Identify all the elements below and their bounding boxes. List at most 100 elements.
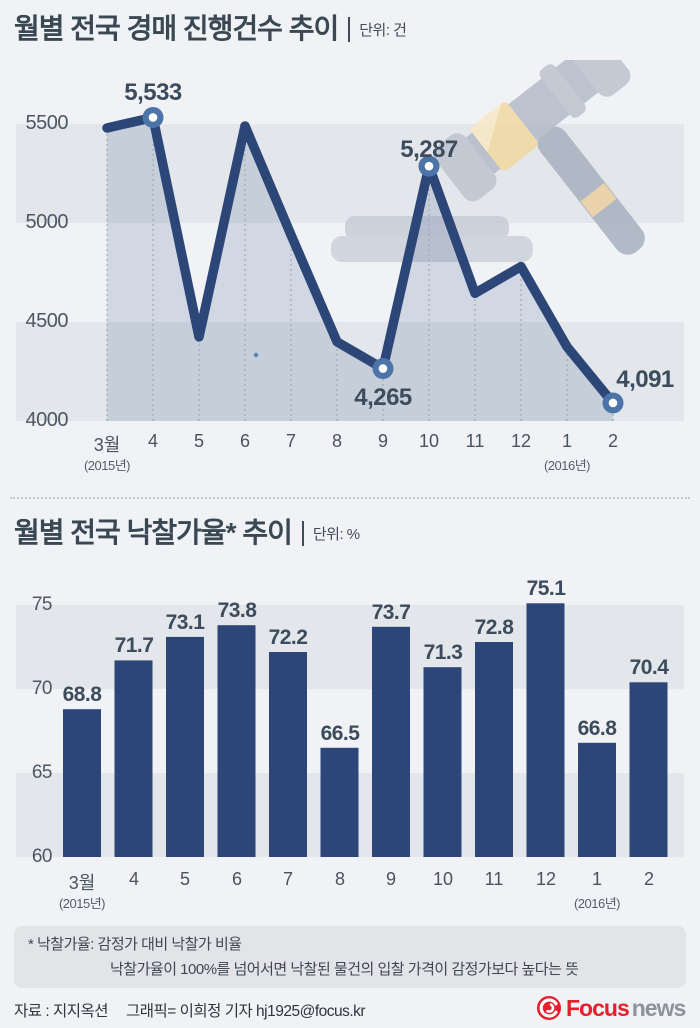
y-axis-tick-label: 4000 xyxy=(25,409,69,431)
bar-chart-title: 월별 전국 낙찰가율* 추이 xyxy=(14,517,293,548)
y-axis-tick-label: 60 xyxy=(31,846,53,867)
data-point-value-label: 4,265 xyxy=(354,384,412,411)
title-divider xyxy=(301,521,304,546)
x-axis-month-label: 9 xyxy=(385,869,396,889)
stray-dot xyxy=(253,352,259,358)
x-axis-month-label: 8 xyxy=(334,869,345,889)
bar xyxy=(320,747,359,857)
x-axis-year-note: (2016년) xyxy=(573,896,621,911)
section2-title-row: 월별 전국 낙찰가율* 추이 단위: % xyxy=(14,518,360,548)
bar-value-label: 73.1 xyxy=(165,611,205,634)
line-plot xyxy=(102,106,624,421)
y-axis-tick-label: 75 xyxy=(31,594,53,615)
x-axis-month-label: 2 xyxy=(607,431,618,451)
line-chart-title: 월별 전국 경매 진행건수 추이 xyxy=(14,13,339,44)
x-axis-month-label: 10 xyxy=(418,431,440,451)
focusnews-swirl-icon xyxy=(537,996,561,1020)
bar-value-label: 71.3 xyxy=(423,641,463,664)
bar-plot xyxy=(63,603,668,857)
y-axis-tick-label: 65 xyxy=(31,762,53,783)
x-axis-month-label: 6 xyxy=(239,431,250,451)
data-point-value-label: 5,533 xyxy=(124,79,182,106)
bar-value-label: 73.7 xyxy=(371,601,411,624)
x-axis-month-label: 4 xyxy=(147,431,158,451)
bar xyxy=(114,660,153,857)
footer-credit: 자료 : 지지옥션 그래픽= 이희정 기자 hj1925@focus.kr xyxy=(14,999,366,1021)
x-axis-month-label: 12 xyxy=(510,431,532,451)
footnote-box: * 낙찰가율: 감정가 대비 낙찰가 비율 낙찰가율이 100%를 넘어서면 낙… xyxy=(14,926,686,988)
data-point-marker-center xyxy=(378,364,388,373)
x-axis-month-label: 9 xyxy=(377,431,388,451)
bar-chart: 68.8 71.7 73.1 73.8 72.2 66.5 73.7 71.3 72.8 75.1… xyxy=(0,560,700,920)
grid-stripe xyxy=(16,322,684,421)
bar-value-label: 75.1 xyxy=(526,577,566,600)
bar-chart-canvas xyxy=(16,603,684,857)
bar xyxy=(166,636,204,857)
x-axis-month-label: 11 xyxy=(465,431,485,451)
x-axis-month-label: 7 xyxy=(282,869,293,889)
x-axis-year-note: (2015년) xyxy=(58,896,106,911)
x-axis-month-label: 12 xyxy=(535,869,557,889)
y-axis-tick-label: 5000 xyxy=(25,211,69,233)
y-axis-tick-label: 5500 xyxy=(25,112,69,134)
line-chart-canvas xyxy=(16,60,684,421)
data-point-value-label: 4,091 xyxy=(616,366,674,393)
bar xyxy=(578,742,616,857)
section1-title-row: 월별 전국 경매 진행건수 추이 단위: 건 xyxy=(14,14,407,44)
bar xyxy=(217,625,256,857)
focusnews-logo: Focus news xyxy=(536,993,687,1023)
x-axis-month-label: 10 xyxy=(432,869,454,889)
x-axis-month-label: 1 xyxy=(561,431,572,451)
x-axis-month-label: 3월 xyxy=(93,435,121,455)
bar xyxy=(63,709,101,857)
footnote-line2: 낙찰가율이 100%를 넘어서면 낙찰된 물건의 입찰 가격이 감정가보다 높다… xyxy=(110,961,579,978)
bar xyxy=(269,652,307,857)
bar-value-label: 72.8 xyxy=(474,616,514,639)
bar xyxy=(372,626,410,857)
y-axis-tick-label: 70 xyxy=(31,678,53,699)
bar-value-label: 71.7 xyxy=(114,634,154,657)
x-axis-month-label: 11 xyxy=(484,869,504,889)
line-series xyxy=(102,112,618,408)
bar xyxy=(423,667,462,857)
x-axis-month-label: 7 xyxy=(285,431,296,451)
bar-value-label: 73.8 xyxy=(217,599,257,622)
logo-focus-text: Focus xyxy=(566,994,630,1021)
x-axis-month-label: 8 xyxy=(331,431,342,451)
x-axis-year-note: (2015년) xyxy=(83,458,131,473)
data-point-marker-center xyxy=(148,113,158,122)
section-divider xyxy=(10,497,690,499)
x-axis-year-note: (2016년) xyxy=(543,458,591,473)
title-divider xyxy=(348,17,351,42)
bar-value-label: 68.8 xyxy=(62,683,102,706)
bar-value-label: 66.8 xyxy=(577,717,617,740)
graphic-credit: 그래픽= 이희정 기자 hj1925@focus.kr xyxy=(125,1003,366,1020)
logo-news-text: news xyxy=(631,994,687,1021)
data-point-marker-center xyxy=(608,398,618,408)
line-chart: 5500 5000 4500 4000 3월 4 5 6 7 8 9 10 11 12 1 2 (2015년)(… xyxy=(0,60,700,500)
data-point-marker-center xyxy=(424,161,434,171)
bar-chart-unit-label: 단위: % xyxy=(312,526,360,543)
x-axis-month-label: 5 xyxy=(179,869,190,889)
gavel-sound-block xyxy=(331,216,533,262)
data-point-value-label: 5,287 xyxy=(400,136,458,163)
footnote-line1: * 낙찰가율: 감정가 대비 낙찰가 비율 xyxy=(28,936,242,953)
bar xyxy=(526,603,565,857)
x-axis-month-label: 2 xyxy=(643,869,654,889)
bar xyxy=(475,642,513,857)
source-label: 자료 : 지지옥션 xyxy=(14,1003,108,1020)
gavel-head-and-handle xyxy=(433,60,645,255)
x-axis-month-label: 1 xyxy=(591,869,602,889)
bar-value-label: 72.2 xyxy=(268,626,308,649)
gavel-head xyxy=(442,60,622,192)
y-axis-tick-label: 4500 xyxy=(25,310,69,332)
bar-value-label: 66.5 xyxy=(320,722,360,745)
x-axis-month-label: 6 xyxy=(231,869,242,889)
bar-value-label: 70.4 xyxy=(629,656,669,679)
x-axis-month-label: 5 xyxy=(193,431,204,451)
x-axis-month-label: 4 xyxy=(128,869,139,889)
gavel-handle xyxy=(537,126,645,255)
bar xyxy=(629,682,668,857)
x-axis-month-label: 3월 xyxy=(68,873,96,893)
